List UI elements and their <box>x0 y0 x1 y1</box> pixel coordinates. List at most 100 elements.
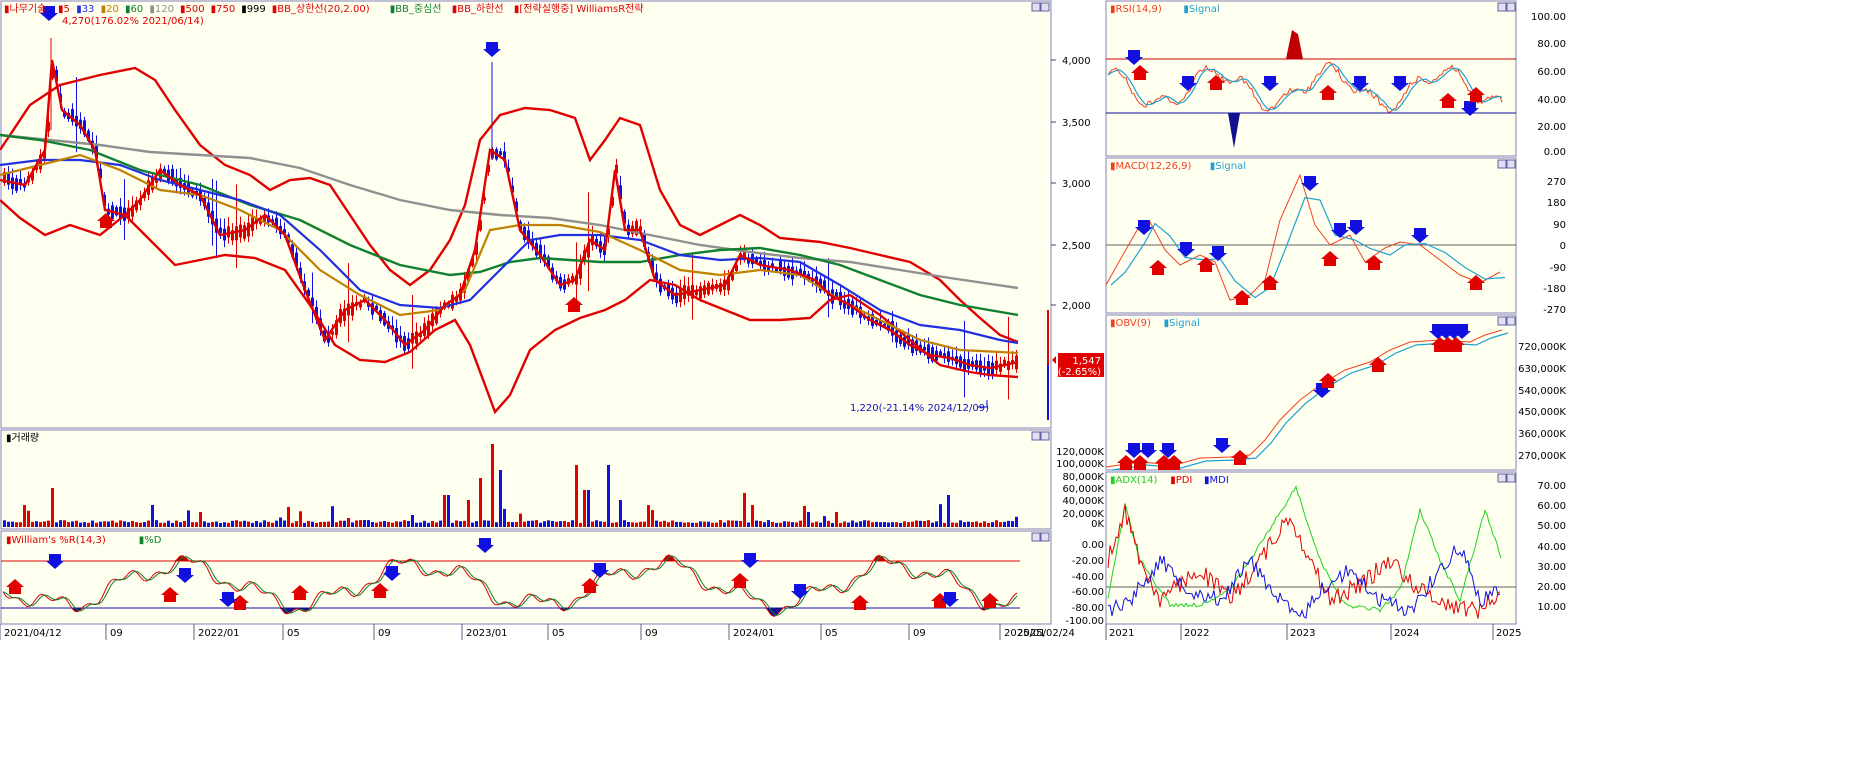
williams-y-label: -40.00 <box>1072 572 1104 583</box>
obv-y-label: 360,000K <box>1518 429 1566 440</box>
volume-legend: ▮거래량 <box>6 432 39 444</box>
obv-sell-arrow <box>1453 324 1471 339</box>
volume-bar <box>787 521 790 527</box>
volume-bar <box>591 521 594 527</box>
volume-bar <box>143 522 146 527</box>
volume-y-label: 100,000K <box>1056 459 1104 470</box>
volume-bar <box>615 522 618 527</box>
volume-bar <box>175 520 178 527</box>
volume-bar <box>495 522 498 527</box>
volume-bar <box>107 521 110 527</box>
volume-bar <box>855 522 858 527</box>
volume-bar <box>443 495 446 527</box>
rsi-y-label: 20.00 <box>1537 122 1566 133</box>
volume-bar <box>711 522 714 527</box>
candle <box>579 263 582 279</box>
volume-bar <box>511 522 514 527</box>
volume-bar <box>947 495 950 527</box>
rsi-y-label: 60.00 <box>1537 67 1566 78</box>
volume-bar <box>803 505 806 527</box>
volume-bar <box>607 465 610 527</box>
volume-bar <box>359 520 362 527</box>
adx-y-label: 30.00 <box>1537 562 1566 573</box>
legend-item-2: ▮33 <box>76 4 94 15</box>
panel-window-buttons[interactable] <box>1031 2 1516 542</box>
candle <box>43 150 46 159</box>
williams-legend: ▮William's %R(14,3) ▮%D <box>6 535 162 546</box>
volume-bar <box>707 521 710 527</box>
volume-bar <box>631 522 634 527</box>
candle <box>527 230 530 244</box>
legend-item-11: ▮BB_하한선 <box>452 2 504 15</box>
volume-bar <box>747 522 750 527</box>
obv-y-label: 450,000K <box>1518 407 1566 418</box>
volume-bar <box>655 520 658 527</box>
volume-bar <box>927 520 930 527</box>
volume-bar <box>243 520 246 527</box>
rsi-sell-arrow <box>1179 76 1197 91</box>
candle <box>843 300 846 309</box>
volume-bar <box>247 521 250 527</box>
obv-y-label: 720,000K <box>1518 342 1566 353</box>
volume-bar <box>643 521 646 527</box>
wr-buy-arrow <box>231 595 249 610</box>
volume-bar <box>147 520 150 527</box>
volume-bar <box>691 522 694 527</box>
volume-bar <box>651 510 654 527</box>
volume-bar <box>923 520 926 527</box>
volume-bar <box>327 521 330 527</box>
candle <box>923 346 926 351</box>
volume-bar <box>323 521 326 527</box>
candle <box>999 363 1002 372</box>
candle <box>515 201 518 212</box>
candle <box>823 280 826 292</box>
legend-item-0: ▮MACD(12,26,9) <box>1110 161 1192 172</box>
wr-buy-arrow <box>371 583 389 598</box>
volume-bar <box>907 522 910 527</box>
obv-buy-arrow <box>1447 337 1465 352</box>
macd-y-label: 90 <box>1553 220 1566 231</box>
volume-bar <box>1007 520 1010 527</box>
williams-y-label: -20.00 <box>1072 556 1104 567</box>
wr-buy-arrow <box>6 579 24 594</box>
volume-bar <box>575 465 578 527</box>
obv-buy-arrow <box>1117 455 1135 470</box>
wr-buy-arrow <box>851 595 869 610</box>
rsi-y-label: 100.00 <box>1531 12 1566 23</box>
adx-y-label: 60.00 <box>1537 501 1566 512</box>
macd-buy-arrow <box>1149 260 1167 275</box>
volume-bar <box>55 522 58 527</box>
macd-buy-arrow <box>1321 251 1339 266</box>
volume-bar <box>551 520 554 527</box>
volume-bar <box>635 522 638 527</box>
rsi-buy-arrow <box>1467 87 1485 102</box>
wr-sell-arrow <box>476 538 494 553</box>
volume-bar <box>283 520 286 527</box>
panel-button <box>1506 316 1516 326</box>
candle <box>755 258 758 263</box>
volume-bar <box>203 521 206 527</box>
candle <box>607 228 610 237</box>
volume-bar <box>491 444 494 527</box>
volume-bar <box>471 522 474 527</box>
candle <box>651 258 654 273</box>
williams-plot <box>1 538 1020 617</box>
volume-y-label: 80,000K <box>1062 472 1104 483</box>
macd-sell-arrow <box>1209 246 1227 261</box>
macd-y-label: -90 <box>1550 263 1566 274</box>
volume-bar <box>335 522 338 527</box>
last-price: 1,547 <box>1072 356 1101 367</box>
wr-sell-arrow <box>46 554 64 569</box>
candle <box>179 177 182 188</box>
volume-bar <box>27 510 30 527</box>
obv-buy-arrow <box>1131 455 1149 470</box>
volume-bar <box>387 522 390 527</box>
obv-y-label: 630,000K <box>1518 364 1566 375</box>
rsi-line <box>1107 61 1503 113</box>
candle <box>455 296 458 302</box>
x-label: 2023/01 <box>466 628 508 639</box>
volume-bar <box>819 522 822 527</box>
bb-upper <box>0 66 1019 344</box>
candle <box>47 121 50 132</box>
buy-arrow <box>565 297 583 312</box>
